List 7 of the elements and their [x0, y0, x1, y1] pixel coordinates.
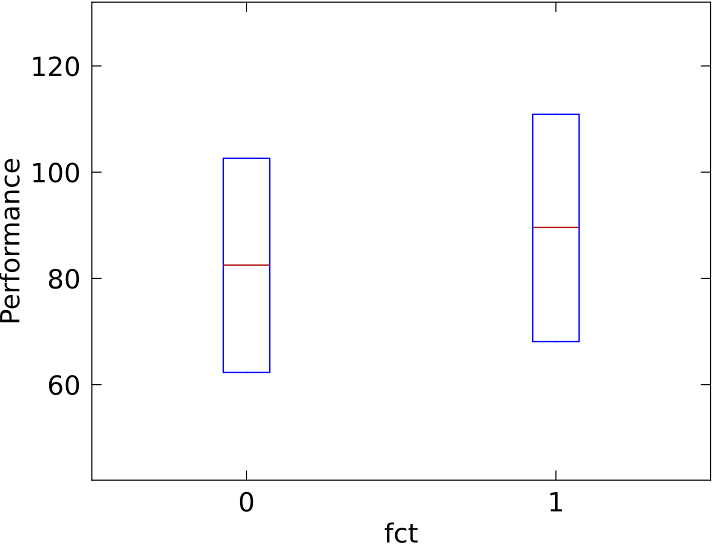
y-tick-label: 100	[33, 162, 79, 183]
x-tick-label: 0	[240, 492, 254, 512]
x-tick-label: 1	[550, 492, 562, 512]
y-tick-label: 80	[48, 268, 79, 289]
y-tick-label: 60	[49, 375, 79, 396]
y-tick-label: 120	[33, 56, 79, 76]
x-axis-title: fct	[384, 522, 418, 543]
